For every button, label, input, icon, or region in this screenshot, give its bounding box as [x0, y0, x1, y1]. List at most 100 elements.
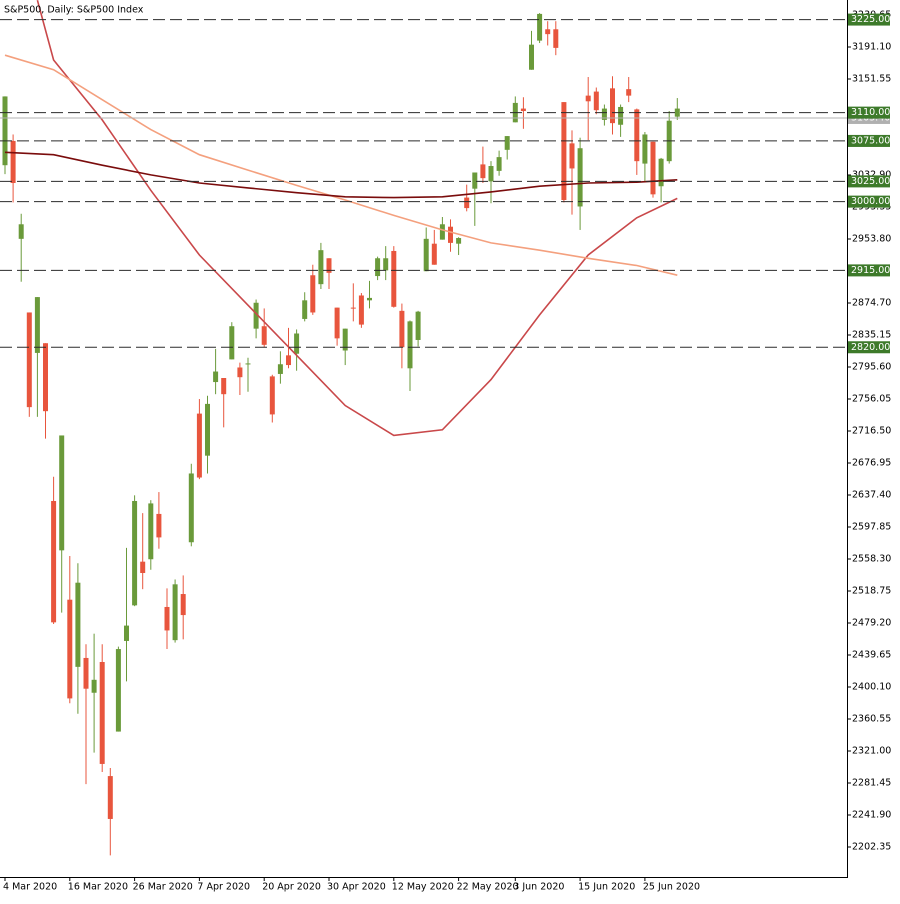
candle-body: [34, 297, 40, 353]
candle-body: [642, 134, 648, 164]
candle-body: [51, 500, 57, 623]
candle-body: [180, 594, 186, 616]
x-tick-label: 20 Apr 2020: [262, 882, 321, 893]
candle-body: [561, 102, 567, 201]
candle-body: [156, 513, 162, 538]
y-tick-label: 2676.95: [852, 457, 891, 468]
candle-body: [132, 500, 138, 606]
moving-average-line: [36, 0, 678, 437]
candle-body: [326, 258, 332, 273]
y-tick-label: 2874.70: [852, 297, 891, 308]
y-tick-label: 2281.45: [852, 777, 891, 788]
candle-body: [610, 88, 615, 124]
candle-body: [302, 300, 308, 319]
axes: 3230.653191.103151.553032.902993.352953.…: [0, 10, 891, 893]
candle-body: [75, 582, 81, 667]
candle-body: [310, 275, 316, 313]
level-label: 2820.00: [851, 342, 890, 353]
y-tick-label: 2953.80: [852, 234, 891, 245]
moving-average-line: [4, 151, 678, 199]
x-tick-label: 4 Mar 2020: [3, 882, 57, 893]
y-tick-label: 3191.10: [852, 42, 891, 53]
plot-area: [2, 0, 680, 856]
level-label: 3225.00: [851, 14, 890, 25]
candle-body: [286, 355, 291, 366]
candle-body: [245, 363, 251, 365]
y-tick-label: 2716.50: [852, 425, 891, 436]
y-tick-label: 2637.40: [852, 489, 891, 500]
candle-body: [626, 89, 632, 96]
candle-body: [83, 657, 89, 689]
x-tick-label: 7 Apr 2020: [197, 882, 250, 893]
candle-body: [2, 96, 8, 166]
x-tick-label: 25 Jun 2020: [643, 882, 700, 893]
candle-body: [431, 243, 437, 265]
candle-body: [318, 250, 324, 285]
candle-body: [237, 367, 243, 378]
candle-body: [213, 371, 219, 383]
candle-body: [464, 197, 470, 209]
level-tag: [848, 106, 890, 119]
y-tick-label: 2558.30: [852, 553, 891, 564]
level-label: 3025.00: [851, 176, 890, 187]
candle-body: [569, 143, 575, 169]
y-tick-label: 2202.35: [852, 841, 891, 852]
level-label: 3075.00: [851, 135, 890, 146]
candle-body: [342, 328, 348, 351]
level-label: 3110.00: [851, 107, 890, 118]
candle-body: [553, 29, 559, 48]
candle-body: [618, 106, 624, 125]
y-tick-label: 2518.75: [852, 585, 891, 596]
level-tag: [848, 341, 890, 354]
candle-body: [634, 109, 640, 162]
candle-body: [520, 108, 526, 112]
level-tag: [848, 134, 890, 147]
candle-body: [148, 503, 154, 560]
candle-body: [674, 108, 680, 117]
candle-body: [504, 136, 510, 150]
candle-body: [545, 29, 551, 35]
level-tag: [848, 175, 890, 188]
candle-body: [585, 95, 591, 102]
y-tick-label: 2597.85: [852, 521, 891, 532]
candle-body: [59, 435, 65, 551]
candle-body: [277, 364, 283, 374]
x-tick-label: 30 Apr 2020: [327, 882, 386, 893]
candle-body: [269, 376, 275, 415]
x-tick-label: 22 May 2020: [457, 882, 519, 893]
y-tick-label: 2439.65: [852, 649, 891, 660]
candle-body: [229, 326, 235, 360]
candle-body: [350, 307, 356, 309]
candle-body: [577, 148, 583, 207]
candle-body: [196, 413, 202, 478]
level-label: 3000.00: [851, 196, 890, 207]
candle-body: [472, 172, 478, 189]
candle-body: [383, 258, 389, 271]
candle-body: [172, 584, 178, 641]
y-tick-label: 2479.20: [852, 617, 891, 628]
candle-body: [67, 599, 73, 699]
candle-body: [18, 224, 24, 239]
candle-body: [448, 226, 453, 243]
x-tick-label: 3 Jun 2020: [513, 882, 564, 893]
candle-body: [253, 302, 259, 329]
candle-body: [375, 258, 381, 277]
candle-body: [488, 166, 494, 182]
x-tick-label: 16 Mar 2020: [68, 882, 128, 893]
candle-body: [294, 333, 300, 354]
candle-body: [439, 224, 445, 240]
candle-body: [601, 108, 607, 120]
level-tag: [848, 195, 890, 208]
candle-body: [115, 649, 121, 732]
candle-body: [391, 250, 397, 307]
candle-body: [407, 321, 413, 369]
candle-body: [188, 473, 194, 543]
moving-average-line: [4, 54, 678, 276]
candle-body: [164, 606, 170, 631]
candle-body: [107, 776, 113, 819]
candle-body: [124, 625, 129, 641]
y-tick-label: 2241.90: [852, 809, 891, 820]
y-tick-label: 3151.55: [852, 74, 891, 85]
